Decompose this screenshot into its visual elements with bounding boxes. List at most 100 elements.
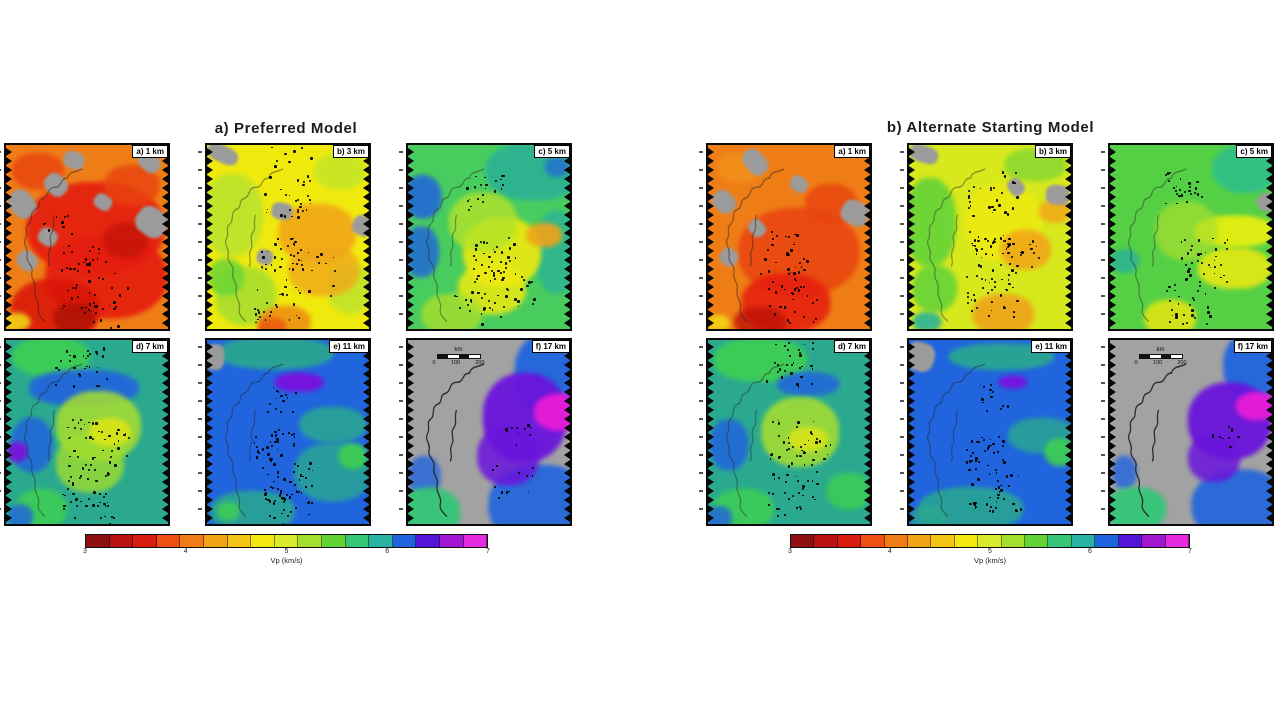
colorbar-segment	[1165, 535, 1189, 547]
frame-tick-right	[363, 184, 369, 192]
earthquake-dot	[288, 496, 291, 499]
frame-tick-left	[207, 265, 213, 273]
earthquake-dot	[106, 501, 109, 504]
earthquake-dot	[280, 394, 283, 398]
earthquake-dot	[1211, 433, 1215, 437]
frame-tick-right	[564, 184, 570, 192]
frame-tick-right	[564, 175, 570, 183]
frame-tick-right	[1065, 460, 1071, 468]
frame-tick-left	[708, 478, 714, 486]
earthquake-dot	[791, 364, 793, 366]
earthquake-dot	[507, 256, 510, 259]
frame-tick-right	[1065, 292, 1071, 300]
earthquake-dot	[787, 268, 791, 271]
colorbar-segment	[109, 535, 134, 547]
frame-tick-right	[162, 310, 168, 318]
frame-tick-left	[207, 478, 213, 486]
earthquake-dot	[968, 207, 971, 210]
map-field	[907, 338, 1073, 526]
axis-tick-mark	[0, 295, 1, 297]
earthquake-dot	[82, 355, 85, 357]
frame-tick-right	[363, 220, 369, 228]
earthquake-dot	[106, 504, 110, 508]
frame-tick-right	[1266, 193, 1272, 201]
earthquake-dot	[995, 488, 997, 491]
earthquake-dot	[1000, 484, 1002, 486]
earthquake-dot	[261, 267, 264, 270]
frame-tick-right	[162, 220, 168, 228]
earthquake-dot	[787, 253, 790, 257]
axis-tick-mark	[399, 364, 403, 366]
earthquake-dot	[1176, 202, 1178, 205]
earthquake-dot	[96, 258, 99, 260]
earthquake-dot	[310, 157, 313, 160]
axis-tick-mark	[0, 400, 1, 402]
earthquake-dot	[60, 269, 64, 272]
earthquake-dot	[788, 341, 791, 345]
earthquake-dot	[109, 523, 111, 524]
axis-tick-mark	[699, 364, 703, 366]
earthquake-dot	[810, 364, 813, 367]
frame-tick-right	[564, 265, 570, 273]
earthquake-dot	[1007, 279, 1010, 281]
earthquake-dot	[967, 196, 971, 199]
frame-tick-left	[909, 478, 915, 486]
earthquake-dot	[814, 498, 817, 501]
scalebar-segment	[448, 355, 459, 359]
earthquake-dot	[271, 146, 273, 149]
frame-tick-right	[1266, 514, 1272, 522]
earthquake-dot	[292, 470, 295, 473]
frame-tick-left	[408, 469, 414, 477]
frame-tick-left	[909, 487, 915, 495]
map-depth-label: d) 7 km	[131, 340, 168, 353]
earthquake-dot	[468, 198, 471, 201]
coastline-contour	[224, 168, 284, 323]
earthquake-dot	[1188, 189, 1191, 193]
earthquake-dot	[470, 301, 473, 303]
earthquake-dot	[277, 238, 279, 240]
earthquake-dot	[975, 253, 978, 255]
frame-tick-left	[1110, 202, 1116, 210]
earthquake-dot	[1035, 245, 1038, 248]
earthquake-dot	[288, 268, 291, 270]
axis-tick-mark	[0, 223, 1, 225]
frame-tick-right	[864, 283, 870, 291]
earthquake-dot	[295, 314, 298, 317]
earthquake-dot	[1184, 190, 1187, 193]
colorbar-segment	[86, 535, 110, 547]
earthquake-dot	[496, 246, 498, 248]
axis-tick-mark	[900, 151, 904, 153]
axis-tick-mark	[198, 346, 202, 348]
frame-tick-right	[363, 265, 369, 273]
earthquake-dot	[1211, 435, 1214, 438]
earthquake-dot	[975, 457, 978, 460]
frame-tick-right	[1065, 397, 1071, 405]
frame-tick-left	[909, 370, 915, 378]
earthquake-dot	[993, 238, 996, 241]
map-field	[406, 143, 572, 331]
earthquake-dot	[294, 240, 297, 244]
earthquake-dot	[785, 253, 789, 256]
earthquake-dot	[772, 473, 775, 476]
frame-tick-left	[909, 175, 915, 183]
earthquake-dot	[790, 372, 793, 375]
frame-tick-right	[864, 352, 870, 360]
frame-tick-right	[1065, 301, 1071, 309]
velocity-map-pref-3km: b) 3 km	[198, 143, 371, 331]
earthquake-dot	[298, 259, 300, 262]
frame-tick-left	[708, 184, 714, 192]
earthquake-dot	[273, 516, 276, 520]
frame-tick-right	[162, 424, 168, 432]
velocity-map-alt-17km: f) 17 km km 0 100 200	[1101, 338, 1274, 526]
anomaly-blobs	[207, 145, 369, 329]
axis-tick-mark	[399, 490, 403, 492]
earthquake-dot	[77, 262, 80, 265]
frame-tick-left	[1110, 379, 1116, 387]
axis-tick-mark	[198, 436, 202, 438]
earthquake-dot	[66, 426, 69, 429]
frame-tick-left	[708, 157, 714, 165]
earthquake-dot	[975, 274, 979, 277]
frame-tick-left	[708, 442, 714, 450]
earthquake-dot	[293, 462, 297, 466]
earthquake-dot	[93, 504, 95, 507]
